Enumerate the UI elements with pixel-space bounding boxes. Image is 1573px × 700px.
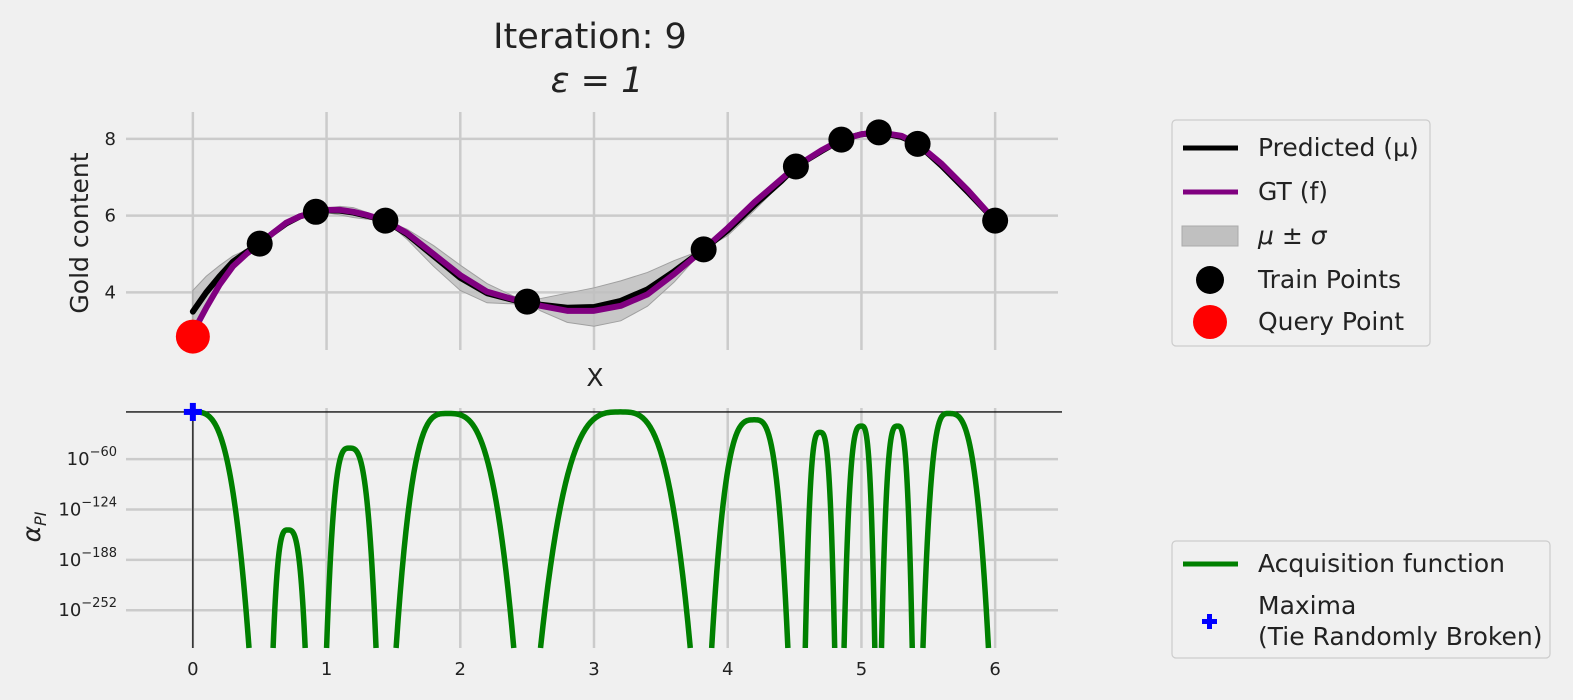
acquisition-lobe: [323, 445, 379, 649]
bottom-x-tick-label: 1: [321, 659, 332, 680]
legend-maxima: Maxima (Tie Randomly Broken): [1258, 591, 1542, 651]
maxima-marker-v: [189, 402, 196, 421]
top-y-tick-label: 8: [105, 129, 116, 150]
train-point: [246, 230, 273, 257]
legend-band: μ ± σ: [1257, 221, 1328, 250]
legend-maxima-marker: [1202, 614, 1217, 629]
bottom-y-tick-label: 10−124: [58, 496, 117, 521]
bottom-legend: Acquisition function Maxima (Tie Randomly…: [1171, 540, 1551, 659]
train-point: [372, 207, 399, 234]
acquisition-lobe: [270, 527, 308, 649]
bottom-y-tick-label: 10−252: [58, 596, 117, 621]
bottom-x-tick-label: 5: [856, 659, 867, 680]
bottom-y-tick-label: 10−188: [58, 546, 117, 571]
acquisition-lobe: [393, 410, 517, 649]
top-legend: Predicted (μ) GT (f) μ ± σ Train Points …: [1171, 119, 1431, 347]
acquisition-lobe: [878, 423, 915, 649]
train-point: [514, 288, 541, 315]
bottom-y-axis-label: αPI: [17, 511, 50, 542]
alpha-subscript: PI: [31, 511, 50, 526]
legend-query-point: Query Point: [1258, 307, 1404, 336]
acquisition-lobe: [537, 409, 694, 649]
bottom-x-tick-label: 2: [455, 659, 466, 680]
train-points: [175, 119, 1009, 354]
acquisition-lines: [183, 402, 992, 649]
chart-subtitle: ε = 1: [551, 61, 644, 101]
bottom-y-ticks: 10−60 10−124 10−188 10−252: [58, 445, 117, 621]
acquisition-lobe: [191, 409, 252, 649]
acquisition-lobe: [920, 410, 992, 649]
acquisition-lobe: [841, 423, 878, 649]
bottom-x-ticks: 0 1 2 3 4 5 6: [187, 659, 1001, 680]
acquisition-lobe: [802, 429, 838, 649]
maxima-marker: [183, 402, 202, 421]
legend-gt: GT (f): [1258, 177, 1328, 206]
bottom-x-tick-label: 6: [989, 659, 1000, 680]
train-point: [302, 198, 329, 225]
train-point: [865, 119, 892, 146]
query-point: [175, 319, 210, 354]
bottom-y-tick-label: 10−60: [67, 445, 117, 470]
top-y-ticks: 4 6 8: [105, 129, 116, 304]
bottom-x-tick-label: 3: [588, 659, 599, 680]
train-point: [782, 153, 809, 180]
train-point: [828, 126, 855, 153]
bottom-x-tick-label: 4: [722, 659, 733, 680]
bottom-x-tick-label: 0: [187, 659, 198, 680]
train-point: [904, 130, 931, 157]
legend-train-points: Train Points: [1257, 265, 1401, 294]
train-point: [982, 207, 1009, 234]
acquisition-lobe: [708, 417, 791, 649]
chart-title: Iteration: 9: [493, 17, 687, 57]
top-y-tick-label: 6: [105, 206, 116, 227]
legend-predicted: Predicted (μ): [1258, 133, 1419, 162]
alpha-symbol: α: [17, 525, 46, 542]
top-y-axis-label: Gold content: [65, 152, 94, 313]
top-y-tick-label: 4: [105, 282, 116, 303]
legend-acquisition: Acquisition function: [1258, 549, 1505, 578]
train-point: [690, 236, 717, 263]
top-x-axis-label: X: [586, 363, 603, 392]
